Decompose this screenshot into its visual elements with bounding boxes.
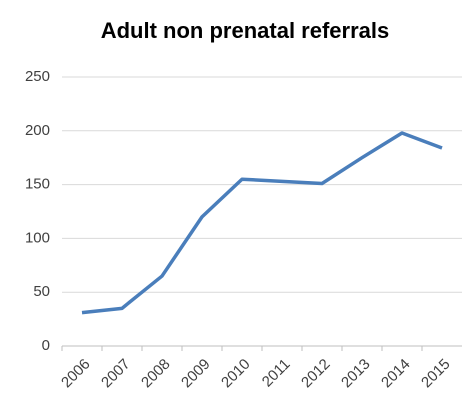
- y-tick-label: 150: [25, 176, 50, 193]
- x-tick-label: 2014: [378, 356, 414, 392]
- x-tick-label: 2007: [98, 356, 134, 392]
- x-tick-label: 2009: [178, 356, 214, 392]
- x-tick-label: 2015: [418, 356, 454, 392]
- x-tick-label: 2012: [298, 356, 334, 392]
- y-tick-label: 100: [25, 229, 50, 246]
- x-tick-label: 2006: [58, 356, 94, 392]
- data-line: [81, 131, 443, 315]
- x-tick-label: 2010: [218, 356, 254, 392]
- y-tick-label: 50: [33, 283, 50, 300]
- y-tick-label: 250: [25, 68, 50, 85]
- chart-title: Adult non prenatal referrals: [101, 18, 390, 43]
- x-tick-label: 2013: [338, 356, 374, 392]
- y-tick-label: 0: [42, 337, 50, 354]
- x-tick-label: 2011: [259, 356, 294, 391]
- y-tick-label: 200: [25, 122, 50, 139]
- x-tick-label: 2008: [138, 356, 174, 392]
